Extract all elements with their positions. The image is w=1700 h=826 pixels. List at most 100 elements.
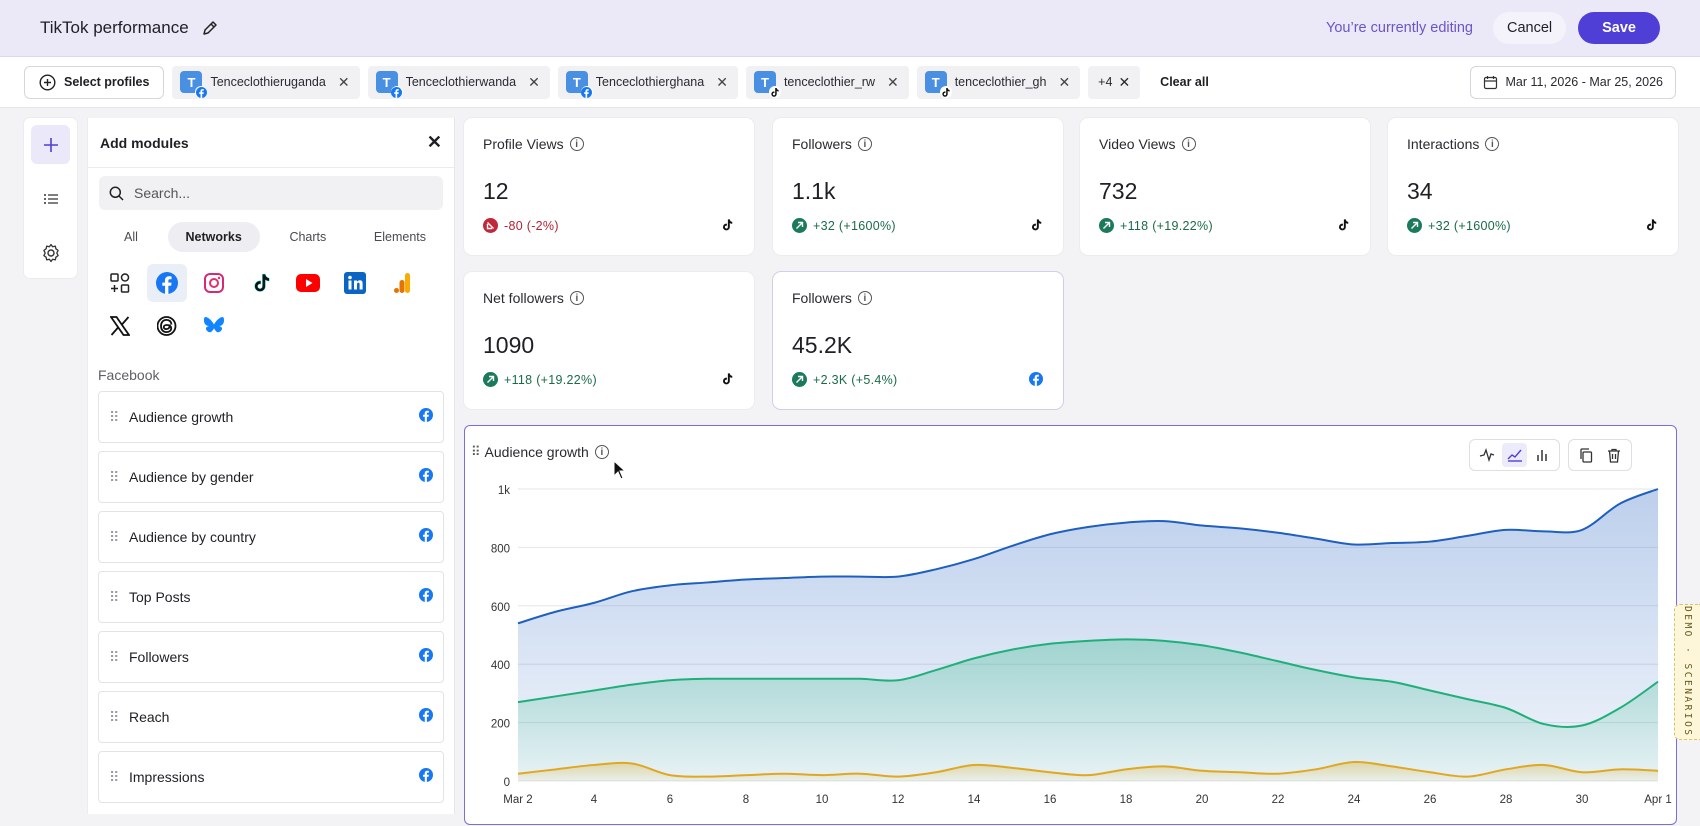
tab-elements[interactable]: Elements	[373, 230, 426, 244]
metric-card[interactable]: Followers i 1.1k +32 (+1600%)	[773, 118, 1063, 255]
close-icon[interactable]: ✕	[337, 73, 350, 90]
module-network	[419, 407, 433, 427]
drag-handle-icon[interactable]: ⠿	[109, 649, 119, 665]
metric-card[interactable]: Net followers i 1090 +118 (+19.22%)	[464, 272, 754, 409]
module-item[interactable]: ⠿ Audience by gender	[98, 451, 444, 503]
profile-chip[interactable]: T Tenceclothieruganda ✕	[172, 65, 360, 99]
youtube-network-button[interactable]	[288, 264, 328, 302]
module-item[interactable]: ⠿ Impressions	[98, 751, 444, 803]
y-tick-label: 200	[491, 719, 510, 731]
editing-status: You’re currently editing	[1326, 20, 1473, 36]
drag-handle-icon[interactable]: ⠿	[109, 529, 119, 545]
delete-button[interactable]	[1601, 443, 1627, 467]
info-icon[interactable]: i	[569, 137, 584, 151]
facebook-network-button[interactable]	[147, 264, 187, 302]
trend-up-icon	[483, 372, 498, 387]
module-item[interactable]: ⠿ Audience growth	[98, 391, 444, 443]
info-icon[interactable]: i	[569, 291, 584, 305]
info-icon[interactable]: i	[1181, 137, 1196, 151]
close-icon[interactable]: ✕	[1118, 73, 1131, 90]
demo-scenarios-tab[interactable]: DEMO · SCENARIOS	[1674, 604, 1700, 740]
clear-all-link[interactable]: Clear all	[1160, 75, 1209, 89]
series-line	[517, 638, 1659, 729]
info-icon[interactable]: i	[1485, 137, 1500, 151]
audience-growth-chart-card[interactable]: ⠿ Audience growth i 0 200 400 600 800 1k Mar 2…	[464, 425, 1677, 825]
area-chart-button[interactable]	[1501, 443, 1528, 467]
save-button[interactable]: Save	[1578, 12, 1660, 44]
close-icon[interactable]: ✕	[886, 73, 899, 90]
calendar-icon	[1483, 75, 1497, 89]
module-item[interactable]: ⠿ Audience by country	[98, 511, 444, 563]
module-item[interactable]: ⠿ Top Posts	[98, 571, 444, 623]
metric-value: 1.1k	[792, 178, 836, 204]
threads-network-button[interactable]	[147, 307, 187, 345]
widgets-network-button[interactable]	[100, 264, 140, 302]
info-icon[interactable]: i	[857, 137, 872, 151]
metric-network	[720, 218, 734, 237]
metric-value: 12	[483, 178, 509, 204]
duplicate-button[interactable]	[1573, 443, 1599, 467]
y-tick-label: 1k	[498, 485, 510, 497]
demo-label: DEMO · SCENARIOS	[1682, 606, 1693, 738]
info-icon[interactable]: i	[857, 291, 872, 305]
profile-chip[interactable]: T Tenceclothierghana ✕	[557, 65, 738, 99]
profile-name: Tenceclothieruganda	[210, 75, 326, 89]
list-button[interactable]	[31, 179, 70, 218]
metric-label: Video Views	[1099, 136, 1176, 152]
drag-handle-icon[interactable]: ⠿	[471, 444, 480, 459]
close-icon[interactable]: ✕	[716, 73, 728, 90]
metric-card[interactable]: Video Views i 732 +118 (+19.22%)	[1080, 118, 1370, 255]
tab-networks[interactable]: Networks	[167, 222, 260, 252]
metric-card[interactable]: Profile Views i 12 -80 (-2%)	[464, 118, 754, 255]
more-profiles-chip[interactable]: +4 ✕	[1088, 65, 1141, 99]
search-icon	[109, 186, 124, 201]
select-profiles-button[interactable]: Select profiles	[24, 65, 165, 99]
date-range-label: Mar 11, 2026 - Mar 25, 2026	[1505, 75, 1664, 89]
metric-card[interactable]: Followers i 45.2K +2.3K (+5.4%)	[773, 272, 1063, 409]
drag-handle-icon[interactable]: ⠿	[109, 469, 119, 485]
search-input[interactable]	[134, 185, 414, 201]
area-chart-icon	[1507, 449, 1522, 462]
x-tick-label: 8	[743, 794, 749, 806]
date-range-picker[interactable]: Mar 11, 2026 - Mar 25, 2026	[1469, 65, 1676, 99]
module-item[interactable]: ⠿ Reach	[98, 691, 444, 743]
profile-name: Tenceclothierghana	[595, 75, 705, 89]
pencil-icon[interactable]	[201, 19, 219, 37]
close-icon[interactable]: ✕	[528, 73, 540, 90]
line-chart-button[interactable]	[1474, 443, 1500, 467]
x-tick-label: 10	[816, 794, 829, 806]
instagram-network-button[interactable]	[194, 264, 234, 302]
tab-charts[interactable]: Charts	[289, 230, 327, 244]
metric-card[interactable]: Interactions i 34 +32 (+1600%)	[1388, 118, 1678, 255]
x-network-button[interactable]	[100, 307, 140, 345]
bar-chart-button[interactable]	[1529, 443, 1555, 467]
section-label: Facebook	[98, 367, 160, 383]
module-tabs: All Networks Charts Elements	[88, 222, 454, 252]
close-icon[interactable]: ✕	[426, 132, 442, 152]
add-module-button[interactable]	[31, 125, 70, 164]
drag-handle-icon[interactable]: ⠿	[109, 769, 119, 785]
tiktok-network-button[interactable]	[241, 264, 281, 302]
settings-button[interactable]	[31, 233, 70, 272]
info-icon[interactable]: i	[594, 445, 609, 459]
cancel-button[interactable]: Cancel	[1492, 12, 1567, 44]
module-name: Impressions	[129, 769, 205, 785]
x-tick-label: 12	[892, 794, 905, 806]
google-analytics-network-button[interactable]	[382, 264, 422, 302]
linkedin-network-button[interactable]	[335, 264, 375, 302]
module-network	[419, 587, 433, 607]
avatar-initial: T	[382, 74, 391, 90]
bluesky-network-button[interactable]	[194, 307, 234, 345]
tab-all[interactable]: All	[124, 230, 138, 244]
profile-chip[interactable]: T Tenceclothierwanda ✕	[367, 65, 550, 99]
drag-handle-icon[interactable]: ⠿	[109, 709, 119, 725]
audience-growth-chart: 0 200 400 600 800 1k Mar 2 4 6 8 10 12 14 16 18 20 22 24 2…	[491, 485, 1672, 806]
close-icon[interactable]: ✕	[1058, 73, 1071, 90]
drag-handle-icon[interactable]: ⠿	[109, 589, 119, 605]
avatar-initial: T	[572, 74, 581, 90]
drag-handle-icon[interactable]: ⠿	[109, 409, 119, 425]
module-item[interactable]: ⠿ Followers	[98, 631, 444, 683]
trend-down-icon	[483, 218, 498, 233]
